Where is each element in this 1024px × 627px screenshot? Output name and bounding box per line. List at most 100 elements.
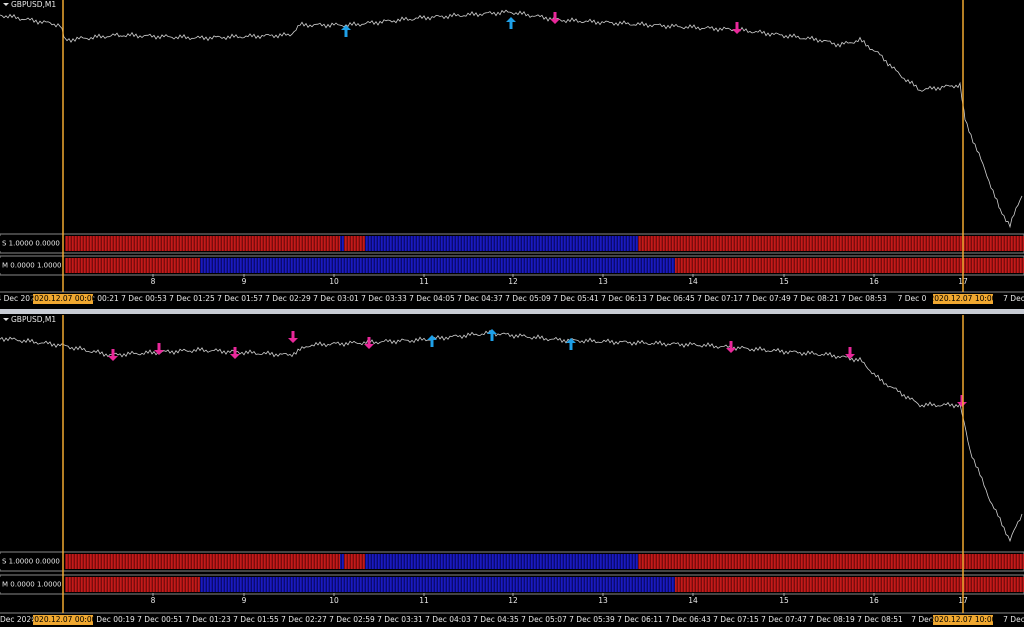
day-label: 11 — [419, 596, 429, 605]
buy-arrow — [427, 335, 437, 347]
day-label: 15 — [779, 277, 789, 286]
time-label: 7 Dec 06:45 — [649, 294, 695, 303]
time-label: 7 Dec 02:29 — [265, 294, 311, 303]
day-label: 14 — [688, 277, 698, 286]
time-label: 7 Dec — [1003, 615, 1024, 624]
time-label: 7 Dec 00:19 — [89, 615, 135, 624]
time-label: 7 Dec 03:33 — [361, 294, 407, 303]
day-label: 11 — [419, 277, 429, 286]
indicator-segment — [200, 577, 675, 592]
day-label: 10 — [329, 277, 339, 286]
sell-arrow — [726, 341, 736, 353]
price-line — [0, 9, 1023, 229]
indicator-segment — [365, 554, 638, 569]
symbol-label: GBPUSD,M1 — [11, 315, 56, 324]
time-label: 7 Dec 06:11 — [617, 615, 663, 624]
day-label: 13 — [598, 277, 608, 286]
day-label: 9 — [242, 277, 247, 286]
cursor-label: 2020.12.07 00:00 — [30, 294, 97, 303]
indicator-segment — [340, 236, 344, 251]
indicator-label-bg — [0, 554, 62, 569]
buy-arrow — [506, 17, 516, 29]
indicator-label-bg — [0, 577, 62, 592]
indicator-segment — [200, 258, 675, 273]
cursor-label: 2020.12.07 10:00 — [930, 294, 997, 303]
time-label: 7 Dec 01:57 — [217, 294, 263, 303]
indicator-label: M 0.0000 1.0000 — [2, 262, 61, 270]
indicator-segment — [65, 554, 340, 569]
chart-panel: GBPUSD,M1 S 1.0000 0.0000 M 0.0000 1.0000 8… — [0, 0, 1024, 304]
time-label: 7 Dec 08:21 — [793, 294, 839, 303]
time-label: 7 Dec 0 — [898, 294, 927, 303]
time-label: 7 Dec 03:31 — [377, 615, 423, 624]
time-label: 7 Dec 01:25 — [169, 294, 215, 303]
day-label: 15 — [779, 596, 789, 605]
sell-arrow — [957, 395, 967, 407]
cursor-label-bg — [33, 294, 93, 304]
buy-arrow — [487, 329, 497, 341]
cursor-label: 2020.12.07 00:00 — [30, 615, 97, 624]
time-label: 7 Dec 07:49 — [745, 294, 791, 303]
sell-arrow — [108, 349, 118, 361]
buy-arrow — [341, 25, 351, 37]
day-label: 16 — [869, 277, 879, 286]
time-label: 7 Dec 05:41 — [553, 294, 599, 303]
panel-separator — [0, 309, 1024, 314]
time-label: 7 Dec 05:07 — [521, 615, 567, 624]
indicator-segment — [365, 236, 638, 251]
price-line — [0, 329, 1023, 543]
indicator-segment — [638, 554, 1024, 569]
indicator-label-bg — [0, 236, 62, 251]
time-label: 7 Dec 04:37 — [457, 294, 503, 303]
indicator-label: M 0.0000 1.0000 — [2, 581, 61, 589]
time-label: 7 Dec 08:51 — [857, 615, 903, 624]
indicator-segment — [638, 236, 1024, 251]
sell-arrow — [845, 347, 855, 359]
indicator-segment — [675, 258, 1024, 273]
time-label: 7 Dec 05:39 — [569, 615, 615, 624]
day-label: 12 — [508, 277, 518, 286]
time-label: 7 Dec 09 — [911, 615, 945, 624]
cursor-label-bg — [933, 615, 993, 625]
time-label: 7 Dec 07:47 — [761, 615, 807, 624]
time-label: 7 Dec 06:43 — [665, 615, 711, 624]
time-label: 7 Dec 04:03 — [425, 615, 471, 624]
indicator-label: S 1.0000 0.0000 — [2, 240, 60, 248]
indicator-label-bg — [0, 258, 62, 273]
time-label: 7 Dec 02:59 — [329, 615, 375, 624]
buy-arrow — [566, 338, 576, 350]
symbol-label: GBPUSD,M1 — [11, 0, 56, 9]
time-label: 7 Dec 08:53 — [841, 294, 887, 303]
time-label: 7 Dec 04:35 — [473, 615, 519, 624]
time-label: 7 Dec 00:53 — [121, 294, 167, 303]
indicator-segment — [65, 258, 200, 273]
sell-arrow — [288, 331, 298, 343]
day-label: 12 — [508, 596, 518, 605]
indicator-segment — [340, 554, 344, 569]
sell-arrow — [364, 337, 374, 349]
indicator-label: S 1.0000 0.0000 — [2, 558, 60, 566]
sell-arrow — [154, 343, 164, 355]
time-label: 7 Dec 01:23 — [185, 615, 231, 624]
chart-panel: GBPUSD,M1 S 1.0000 0.0000 M 0.0000 1.0000 8… — [0, 315, 1024, 625]
time-label: 7 Dec 08:19 — [809, 615, 855, 624]
sell-arrow — [550, 12, 560, 24]
day-label: 14 — [688, 596, 698, 605]
cursor-label: 2020.12.07 10:00 — [930, 615, 997, 624]
time-label: 7 Dec 07:15 — [713, 615, 759, 624]
day-label: 13 — [598, 596, 608, 605]
cursor-label-bg — [933, 294, 993, 304]
indicator-segment — [65, 577, 200, 592]
sell-arrow — [230, 347, 240, 359]
day-label: 16 — [869, 596, 879, 605]
sell-arrow — [732, 22, 742, 34]
time-label: 7 Dec 05:09 — [505, 294, 551, 303]
indicator-segment — [344, 554, 365, 569]
time-label: 7 Dec 00:51 — [137, 615, 183, 624]
panel-menu-icon — [3, 318, 9, 321]
day-label: 8 — [151, 277, 156, 286]
time-label: 7 Dec 06:13 — [601, 294, 647, 303]
panel-menu-icon — [3, 3, 9, 6]
indicator-segment — [675, 577, 1024, 592]
